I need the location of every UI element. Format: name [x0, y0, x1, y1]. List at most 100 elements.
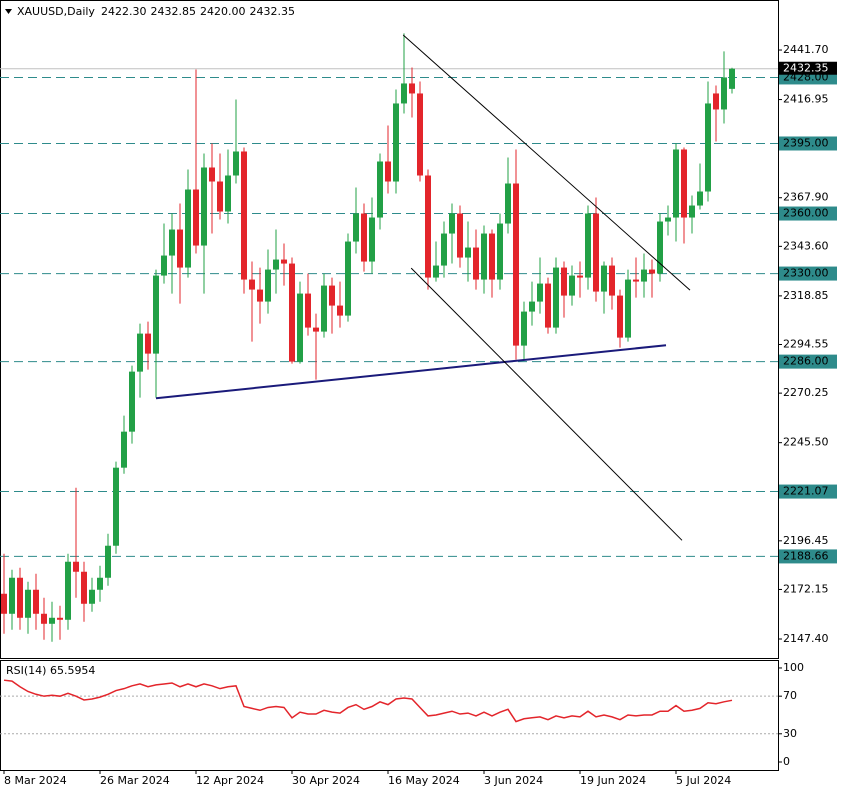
level-label: 2286.00: [783, 355, 829, 368]
y-tick-label: 2172.15: [783, 582, 829, 595]
last-price-bg: [779, 61, 837, 75]
candle-body: [305, 293, 311, 328]
candle-body: [705, 103, 711, 192]
level-label-bg: [779, 549, 837, 564]
candle-body: [129, 371, 135, 432]
candle-body: [9, 577, 15, 614]
candle-body: [153, 275, 159, 354]
candle-body: [633, 279, 639, 282]
candle-body: [217, 181, 223, 212]
level-label-bg: [779, 136, 837, 151]
candle-body: [49, 617, 55, 624]
candle-body: [81, 571, 87, 604]
x-tick-label: 26 Mar 2024: [100, 774, 170, 787]
candle-body: [585, 213, 591, 278]
candle-body: [505, 183, 511, 224]
candle-body: [137, 333, 143, 372]
candle-body: [145, 333, 151, 354]
y-tick-label: 2343.60: [783, 239, 829, 252]
candle-body: [329, 285, 335, 306]
y-tick-label: 2294.55: [783, 338, 829, 351]
candle-body: [265, 269, 271, 302]
candle-body: [369, 217, 375, 262]
candle-body: [273, 259, 279, 270]
candle-body: [689, 205, 695, 218]
level-label: 2395.00: [783, 136, 829, 149]
candle-body: [641, 269, 647, 282]
ohlc-high: 2432.85: [150, 5, 196, 18]
candle-body: [241, 151, 247, 280]
candle-body: [673, 149, 679, 218]
y-tick-label: 2318.85: [783, 289, 829, 302]
rsi-panel: [0, 660, 779, 771]
candle-body: [225, 175, 231, 212]
candle-body: [209, 167, 215, 182]
y-tick-label: 2196.45: [783, 534, 829, 547]
candle-body: [545, 283, 551, 328]
candle-body: [57, 617, 63, 620]
candle-body: [649, 269, 655, 274]
candle-body: [625, 279, 631, 338]
candle-body: [161, 255, 167, 276]
candle-body: [249, 279, 255, 290]
candle-body: [89, 589, 95, 604]
symbol: XAUUSD,Daily: [17, 5, 95, 18]
candle-body: [313, 327, 319, 332]
rsi-tick-label: 100: [783, 661, 804, 674]
candle-body: [665, 217, 671, 222]
rsi-title: RSI(14) 65.5954: [6, 664, 95, 677]
candle-body: [457, 213, 463, 258]
candle-body: [521, 311, 527, 346]
ohlc-low: 2420.00: [200, 5, 246, 18]
y-tick-label: 2147.40: [783, 632, 829, 645]
level-label: 2330.00: [783, 267, 829, 280]
y-tick-label: 2367.90: [783, 191, 829, 204]
x-tick-label: 12 Apr 2024: [196, 774, 264, 787]
candle-body: [321, 285, 327, 332]
x-tick-label: 8 Mar 2024: [4, 774, 67, 787]
candle-body: [537, 283, 543, 302]
x-tick-label: 19 Jun 2024: [580, 774, 646, 787]
candle-body: [425, 175, 431, 278]
y-tick-label: 2245.50: [783, 436, 829, 449]
menu-triangle: [5, 9, 12, 14]
candle-body: [185, 189, 191, 268]
candle-body: [569, 275, 575, 296]
candle-body: [257, 289, 263, 302]
chart-header: XAUUSD,Daily 2422.30 2432.85 2420.00 2432.35: [17, 5, 295, 18]
rsi-line: [3, 679, 733, 723]
candle-body: [121, 431, 127, 468]
candle-body: [433, 265, 439, 278]
candle-body: [169, 229, 175, 256]
candle-body: [193, 189, 199, 246]
level-label-bg: [779, 266, 837, 281]
x-tick-label: 5 Jul 2024: [676, 774, 731, 787]
candle-body: [529, 301, 535, 312]
candle-body: [729, 68, 735, 89]
candle-body: [609, 265, 615, 296]
candle-body: [401, 83, 407, 104]
y-tick-label: 2441.70: [783, 43, 829, 56]
candle-body: [721, 77, 727, 110]
candle-body: [105, 545, 111, 578]
level-label: 2188.66: [783, 549, 829, 562]
level-label: 2221.07: [783, 485, 829, 498]
ohlc-open: 2422.30: [101, 5, 147, 18]
candle-body: [441, 233, 447, 266]
candle-body: [65, 561, 71, 620]
candle-body: [17, 577, 23, 618]
candle-body: [73, 561, 79, 572]
trendline: [410, 267, 683, 541]
x-tick-label: 3 Jun 2024: [484, 774, 543, 787]
candle-body: [233, 151, 239, 176]
level-label-bg: [779, 354, 837, 369]
rsi-tick-label: 70: [783, 689, 797, 702]
y-tick-label: 2270.25: [783, 386, 829, 399]
ohlc-close: 2432.35: [249, 5, 295, 18]
candle-body: [577, 275, 583, 278]
candle-body: [697, 191, 703, 206]
candle-body: [361, 213, 367, 262]
candle-body: [593, 213, 599, 292]
candle-body: [281, 259, 287, 264]
